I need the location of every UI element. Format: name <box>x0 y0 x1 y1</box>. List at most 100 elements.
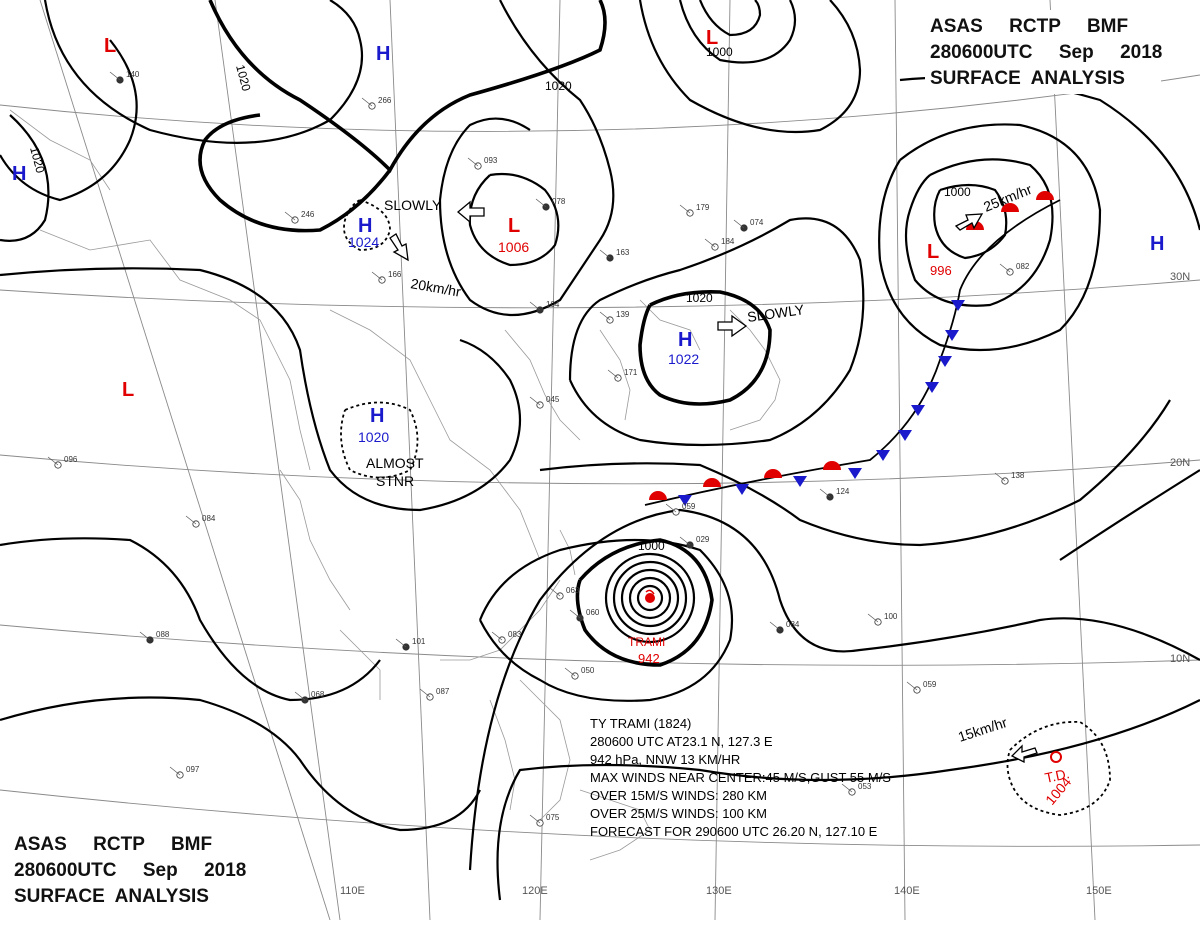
wind-barb-icon <box>529 814 541 824</box>
wind-barb-icon <box>819 488 831 498</box>
wind-barb-icon <box>607 369 619 379</box>
station-pressure-value: 068 <box>311 690 325 699</box>
station-pressure-value: 084 <box>202 514 216 523</box>
wind-barb-icon <box>535 198 547 208</box>
header-line: ASAS RCTP BMF <box>14 834 212 855</box>
cold-front-triangle-icon <box>951 300 965 311</box>
low-center-symbol: L <box>508 215 520 237</box>
header-line: SURFACE ANALYSIS <box>930 68 1125 89</box>
typhoon-pressure: 942 <box>638 651 660 666</box>
station-pressure-value: 104 <box>546 300 560 309</box>
cold-front-triangle-icon <box>735 484 749 495</box>
motion-arrow-icon <box>456 200 485 224</box>
isobar-labels: 1020 1020 1020 1020 1000 1000 1000 <box>27 45 971 553</box>
longitude-label: 120E <box>522 885 548 897</box>
high-center-symbol: H <box>678 329 692 351</box>
wind-barb-icon <box>994 472 1006 482</box>
station-pressure-value: 045 <box>546 395 560 404</box>
wind-barb-icon <box>569 609 581 619</box>
station-pressure-value: 059 <box>682 502 696 511</box>
wind-barb-icon <box>549 587 561 597</box>
low-center-symbol: L <box>104 35 116 57</box>
high-center-symbol: H <box>12 163 26 185</box>
station-pressure-value: 084 <box>786 620 800 629</box>
header-line: ASAS RCTP BMF <box>930 16 1128 37</box>
wind-barb-icon <box>564 667 576 677</box>
station-pressure-value: 087 <box>436 687 450 696</box>
station-pressure-value: 029 <box>696 535 710 544</box>
cold-front-triangle-icon <box>945 330 959 341</box>
isobar-label: 1000 <box>944 185 971 199</box>
station-pressure-value: 059 <box>923 680 937 689</box>
isobar-label: 1020 <box>545 79 572 93</box>
station-pressure-value: 266 <box>378 96 392 105</box>
typhoon-info-line: TY TRAMI (1824) <box>590 716 691 731</box>
warm-front-semicircle-icon <box>764 469 782 478</box>
latitude-label: 10N <box>1170 653 1190 665</box>
isobar-label: 1000 <box>638 539 665 553</box>
wind-barb-icon <box>733 219 745 229</box>
warm-front-semicircle-icon <box>703 478 721 487</box>
station-pressure-value: 171 <box>624 368 638 377</box>
wind-barb-icon <box>395 638 407 648</box>
warm-front-semicircle-icon <box>1001 203 1019 212</box>
station-pressure-value: 096 <box>64 455 78 464</box>
wind-barb-icon <box>294 691 306 701</box>
motion-arrow-icon <box>1010 744 1038 764</box>
station-pressure-value: 060 <box>586 608 600 617</box>
warm-front-semicircle-icon <box>823 461 841 470</box>
cold-front-triangle-icon <box>938 356 952 367</box>
typhoon-info-line: 942 hPa, NNW 13 KM/HR <box>590 752 740 767</box>
wind-barb-icon <box>599 311 611 321</box>
wind-barb-icon <box>841 783 853 793</box>
motion-label: SLOWLY <box>384 197 442 213</box>
typhoon-info-line: FORECAST FOR 290600 UTC 26.20 N, 127.10 … <box>590 824 878 839</box>
header-line: 280600UTC Sep 2018 <box>930 42 1162 63</box>
wind-barb-icon <box>169 766 181 776</box>
td-label: T.D. <box>1043 765 1071 786</box>
station-pressure-value: 083 <box>508 630 522 639</box>
wind-barb-icon <box>665 503 677 513</box>
wind-barb-icon <box>371 271 383 281</box>
wind-barb-icon <box>47 456 59 466</box>
station-pressure-value: 246 <box>301 210 315 219</box>
isobar-label: 1000 <box>706 45 733 59</box>
wind-barb-icon <box>361 97 373 107</box>
station-pressure-value: 078 <box>552 197 566 206</box>
typhoon-name: TRAMI <box>628 635 665 649</box>
station-pressure-value: 100 <box>884 612 898 621</box>
motion-arrow-icon <box>717 314 748 338</box>
wind-barb-icon <box>284 211 296 221</box>
motion-label: STNR <box>376 473 414 489</box>
low-center-pressure: 996 <box>930 263 952 278</box>
station-pressure-value: 093 <box>484 156 498 165</box>
low-center-symbol: L <box>122 379 134 401</box>
typhoon-info-line: OVER 25M/S WINDS: 100 KM <box>590 806 767 821</box>
typhoon-info-line: 280600 UTC AT23.1 N, 127.3 E <box>590 734 773 749</box>
station-pressure-value: 088 <box>156 630 170 639</box>
wind-barb-icon <box>599 249 611 259</box>
typhoon-info-line: OVER 15M/S WINDS: 280 KM <box>590 788 767 803</box>
wind-barb-icon <box>185 515 197 525</box>
station-pressure-value: 050 <box>581 666 595 675</box>
cold-front-triangle-icon <box>793 476 807 487</box>
wind-barb-icon <box>679 204 691 214</box>
high-center-pressure: 1022 <box>668 351 699 367</box>
typhoon-info-line: MAX WINDS NEAR CENTER:45 M/S,GUST 55 M/S <box>590 770 891 785</box>
header-line: SURFACE ANALYSIS <box>14 886 209 907</box>
high-center-symbol: H <box>1150 233 1164 255</box>
low-center-pressure: 1006 <box>498 239 529 255</box>
station-pressure-value: 101 <box>412 637 426 646</box>
header-bottom-left: ASAS RCTP BMF 280600UTC Sep 2018 SURFACE… <box>10 828 280 916</box>
station-pressure-value: 139 <box>616 310 630 319</box>
warm-front-semicircle-icon <box>649 491 667 500</box>
wind-barb-icon <box>867 613 879 623</box>
typhoon-info: TY TRAMI (1824) 280600 UTC AT23.1 N, 127… <box>590 716 891 839</box>
longitude-label: 130E <box>706 885 732 897</box>
wind-barb-icon <box>529 301 541 311</box>
station-pressure-value: 184 <box>721 237 735 246</box>
typhoon-center-icon <box>645 593 655 603</box>
station-pressure-value: 138 <box>1011 471 1025 480</box>
